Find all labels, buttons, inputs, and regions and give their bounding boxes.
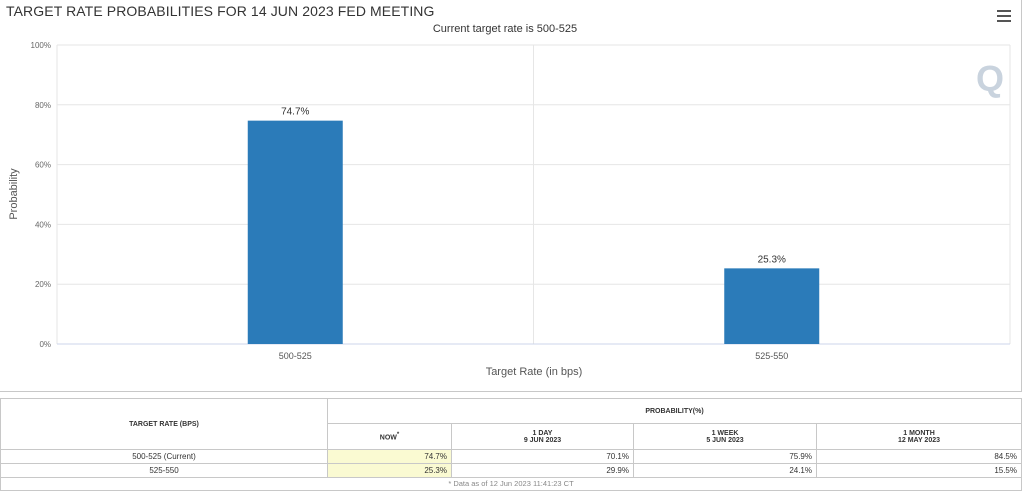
y-tick-label: 60% [35, 161, 51, 170]
chart-subtitle: Current target rate is 500-525 [432, 23, 578, 35]
col-1day-header: 1 DAY 9 JUN 2023 [451, 423, 634, 450]
grid-layer [56, 44, 1011, 345]
col-1week-header: 1 WEEK 5 JUN 2023 [633, 423, 817, 450]
bars-layer [247, 120, 820, 344]
row-1week: 75.9% [633, 449, 817, 464]
row-1week: 24.1% [633, 463, 817, 478]
row-rate: 525-550 [0, 463, 328, 478]
table-footnote: * Data as of 12 Jun 2023 11:41:23 CT [0, 477, 1022, 491]
col-1month-header: 1 MONTH 12 MAY 2023 [816, 423, 1022, 450]
y-tick-label: 80% [35, 101, 51, 110]
y-tick-label: 0% [39, 340, 51, 349]
probability-table: TARGET RATE (BPS) PROBABILITY(%) NOW* 1 … [0, 398, 1022, 491]
chart-panel: TARGET RATE PROBABILITIES FOR 14 JUN 202… [0, 0, 1022, 392]
row-1month: 84.5% [816, 449, 1022, 464]
x-axis-title: Target Rate (in bps) [486, 366, 583, 378]
row-1day: 70.1% [451, 449, 634, 464]
row-1day: 29.9% [451, 463, 634, 478]
probability-table-wrap: TARGET RATE (BPS) PROBABILITY(%) NOW* 1 … [0, 398, 1024, 491]
row-now: 25.3% [327, 463, 452, 478]
target-rate-header: TARGET RATE (BPS) [0, 398, 328, 450]
y-tick-label: 100% [31, 41, 51, 50]
bar[interactable] [724, 268, 820, 344]
probability-header: PROBABILITY(%) [327, 398, 1022, 424]
col-now-header: NOW* [327, 423, 452, 450]
bar-chart: 0% 20% 40% 60% 80% 100% 74.7% 500-525 25.3% 525-5… [8, 41, 1011, 378]
y-tick-label: 40% [35, 220, 51, 229]
table-row: 525-550 25.3% 29.9% 24.1% 15.5% [0, 463, 1022, 478]
chart-title: TARGET RATE PROBABILITIES FOR 14 JUN 202… [6, 3, 435, 19]
row-now: 74.7% [327, 449, 452, 464]
row-rate: 500-525 (Current) [0, 449, 328, 464]
data-label: 74.7% [281, 107, 309, 118]
data-label: 25.3% [758, 254, 786, 265]
table-row: 500-525 (Current) 74.7% 70.1% 75.9% 84.5… [0, 449, 1022, 464]
y-axis-title: Probability [8, 168, 20, 220]
row-1month: 15.5% [816, 463, 1022, 478]
x-tick-label: 525-550 [755, 351, 788, 361]
y-tick-label: 20% [35, 280, 51, 289]
bar[interactable] [247, 120, 343, 344]
quikstrike-logo-icon: Q [976, 58, 1005, 99]
labels-layer: 0% 20% 40% 60% 80% 100% 74.7% 500-525 25.3% 525-5… [31, 41, 789, 361]
x-tick-label: 500-525 [279, 351, 312, 361]
hamburger-menu-icon[interactable] [997, 10, 1011, 22]
